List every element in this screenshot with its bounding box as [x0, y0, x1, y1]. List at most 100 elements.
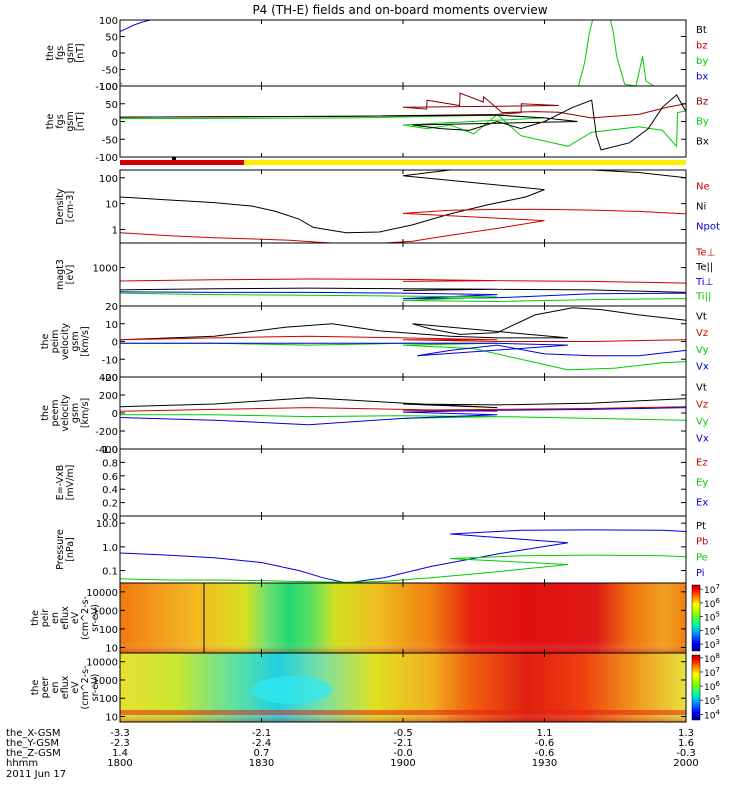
- x-axis-value: 1.6: [678, 738, 694, 749]
- y-axis-label: the: [40, 405, 51, 421]
- y-tick-label: 1: [112, 225, 118, 236]
- series-Vt: [120, 307, 686, 341]
- x-axis-value: 1900: [390, 758, 415, 769]
- y-tick-label: 100: [99, 625, 118, 636]
- y-axis-label: sr-eV): [90, 604, 101, 632]
- y-axis-label: eV: [70, 611, 81, 624]
- x-axis-value: -2.1: [393, 738, 413, 749]
- series-Ti||: [120, 292, 686, 303]
- y-axis-label: [nT]: [75, 43, 86, 62]
- y-axis-label: peem: [50, 400, 61, 427]
- colorbar-exponent: 5: [715, 694, 719, 702]
- y-axis-label: [nPa]: [65, 537, 76, 562]
- y-axis-label: (cm^2-s-: [80, 596, 91, 640]
- panel-velocity_2: 400 200 0 -200 -400 the peem velocity gsm [km/s] V…: [40, 373, 709, 456]
- legend-entry: Te⊥: [695, 247, 715, 258]
- y-tick-label: -50: [102, 66, 118, 77]
- y-tick-label: -400: [95, 445, 118, 456]
- y-tick-label: 10: [105, 200, 118, 211]
- y-tick-label: -200: [95, 427, 118, 438]
- series-by: [578, 20, 655, 86]
- y-axis-label: fgs: [55, 46, 66, 60]
- y-tick-label: 20: [105, 302, 118, 313]
- x-axis-value: -2.1: [252, 728, 272, 739]
- legend-entry: Npot: [696, 222, 720, 233]
- panel-temperature: 1000 magt3 [eV] Te⊥ Te|| Ti⊥ Ti||: [55, 242, 715, 307]
- panel-bfield_2: 100 50 0 -50 -100 the fgs gsm [nT] Bz By Bx: [45, 82, 709, 164]
- legend-entry: Bz: [696, 97, 708, 108]
- y-tick-label: 100: [99, 174, 118, 185]
- y-axis-label: (cm^2-s-: [80, 666, 91, 710]
- legend-entry: Ni: [696, 202, 706, 213]
- y-axis-label: eflux: [60, 675, 71, 699]
- legend-entry: Pt: [696, 521, 706, 532]
- colorbar-exponent: 5: [715, 611, 719, 619]
- y-axis-label: eflux: [60, 606, 71, 630]
- y-tick-label: 0: [112, 49, 118, 60]
- y-tick-label: 0.8: [102, 458, 118, 469]
- y-axis-label: eV: [70, 681, 81, 694]
- y-tick-label: 10.0: [96, 519, 118, 530]
- legend-entry: Ey: [696, 478, 708, 489]
- colorbar-exponent: 7: [715, 666, 719, 674]
- y-tick-label: 0: [112, 338, 118, 349]
- legend-entry: Ti⊥: [695, 277, 713, 288]
- plot-title: P4 (TH-E) fields and on-board moments ov…: [252, 3, 547, 17]
- y-axis-label: gsm: [65, 111, 76, 131]
- legend-entry: Ez: [696, 458, 708, 469]
- y-tick-label: 1000: [93, 264, 118, 275]
- x-axis-row-label: hhmm: [6, 758, 38, 769]
- panel-bfield_1: 100 50 0 -50 -100 the fgs gsm [nT] Bt bz by bx: [45, 16, 708, 93]
- x-axis-value: -2.3: [110, 738, 130, 749]
- legend-entry: Ne: [696, 182, 710, 193]
- legend-entry: Vt: [696, 383, 707, 394]
- series-Te||: [120, 287, 686, 296]
- y-axis-label: E=-VxB: [55, 465, 66, 500]
- colorbar-exponent: 3: [715, 638, 719, 646]
- legend-entry: Vz: [696, 328, 708, 339]
- x-axis-value: 1.1: [537, 728, 553, 739]
- series-Te⊥: [120, 278, 686, 286]
- x-axis-row-label: the_Z-GSM: [6, 748, 61, 759]
- y-tick-label: 100: [99, 16, 118, 27]
- y-axis-label: the: [30, 610, 41, 626]
- y-axis-label: gsm: [70, 331, 81, 351]
- x-axis-row-label: the_X-GSM: [6, 728, 60, 739]
- legend-entry: Vt: [696, 311, 707, 322]
- spectrogram-shade: [120, 583, 686, 653]
- y-axis-label: [km/s]: [80, 398, 91, 428]
- spectrogram-blob: [252, 676, 332, 704]
- x-axis-value: -0.6: [535, 738, 555, 749]
- y-axis-label: the: [30, 680, 41, 696]
- y-axis-label: magt3: [55, 259, 66, 290]
- legend-entry: Vx: [696, 362, 709, 373]
- colorbar-exponent: 6: [715, 597, 720, 605]
- x-axis-value: -0.0: [393, 748, 413, 759]
- y-tick-label: 0.2: [102, 499, 118, 510]
- y-tick-label: 10000: [86, 658, 118, 669]
- y-tick-label: -100: [95, 153, 118, 164]
- legend-entry: Vy: [696, 417, 709, 428]
- mode-bar-segment: [244, 160, 686, 165]
- date-label: 2011 Jun 17: [6, 769, 66, 780]
- legend-entry: Pb: [696, 537, 708, 548]
- x-axis-value: 1.4: [112, 748, 128, 759]
- y-tick-label: 1.0: [102, 543, 118, 554]
- x-axis-value: 1.3: [678, 728, 694, 739]
- y-tick-label: 10: [105, 713, 118, 724]
- x-axis-value: 1930: [532, 758, 557, 769]
- series-Ni: [120, 170, 686, 234]
- spectrogram-band: [120, 710, 686, 715]
- y-tick-label: 200: [99, 391, 118, 402]
- y-axis-label: [cm-3]: [65, 191, 76, 222]
- legend-entry: bz: [696, 40, 708, 51]
- legend-entry: Ti||: [695, 292, 711, 303]
- colorbar-exponent: 4: [715, 624, 720, 632]
- y-tick-label: 50: [105, 33, 118, 44]
- y-tick-label: 1000: [93, 606, 118, 617]
